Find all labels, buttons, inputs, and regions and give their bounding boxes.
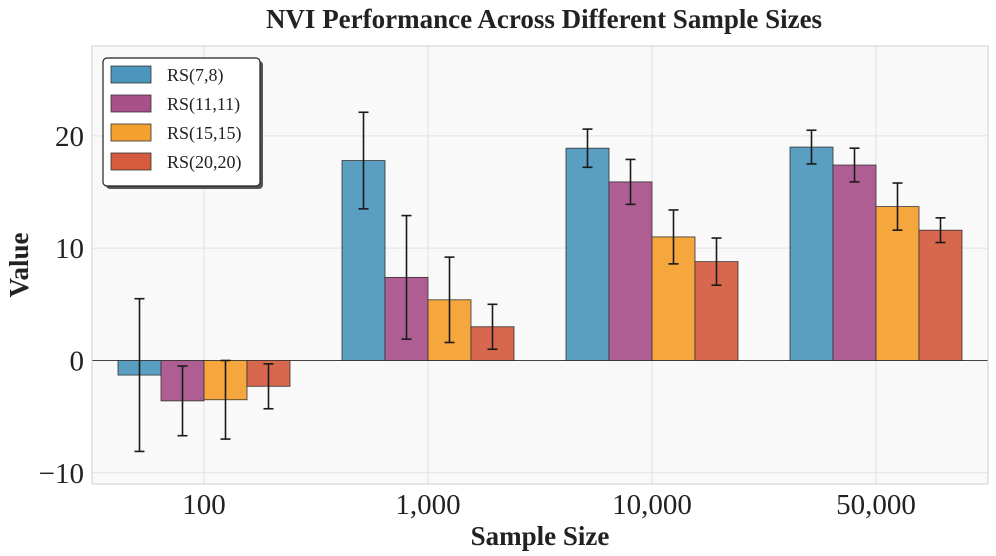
bar [608,181,653,361]
bar [832,164,877,361]
x-axis-label: Sample Size [471,521,610,551]
bar [565,147,610,361]
error-bars-layer [134,111,946,453]
legend-swatch [110,152,152,171]
plot-frame [91,45,989,485]
x-tick-label: 1,000 [395,489,460,521]
x-tick-label: 100 [182,489,226,521]
y-tick-label: 0 [70,345,85,377]
y-tick-label: 20 [55,121,84,153]
bar [875,206,920,361]
x-tick-labels: 100 1,000 10,000 50,000 [182,489,916,521]
y-axis-label: Value [4,232,34,297]
y-tick-label: −10 [39,458,84,490]
y-tick-labels: −10 0 10 20 [39,121,84,490]
legend-swatch [110,94,152,113]
y-tick-label: 10 [55,233,84,265]
legend-label: RS(7,8) [167,65,224,86]
bar [918,229,963,361]
x-tick-label: 10,000 [612,489,692,521]
x-tick-label: 50,000 [836,489,916,521]
chart-title: NVI Performance Across Different Sample … [266,4,822,34]
legend-label: RS(20,20) [167,152,242,173]
legend-swatch [110,65,152,84]
legend-label: RS(11,11) [167,94,240,115]
legend-label: RS(15,15) [167,123,242,144]
legend-swatch [110,123,152,142]
bar [789,146,834,361]
legend: RS(7,8) RS(11,11) RS(15,15) RS(20,20) [102,57,263,189]
